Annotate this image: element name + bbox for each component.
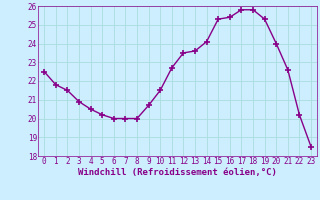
X-axis label: Windchill (Refroidissement éolien,°C): Windchill (Refroidissement éolien,°C) [78,168,277,177]
